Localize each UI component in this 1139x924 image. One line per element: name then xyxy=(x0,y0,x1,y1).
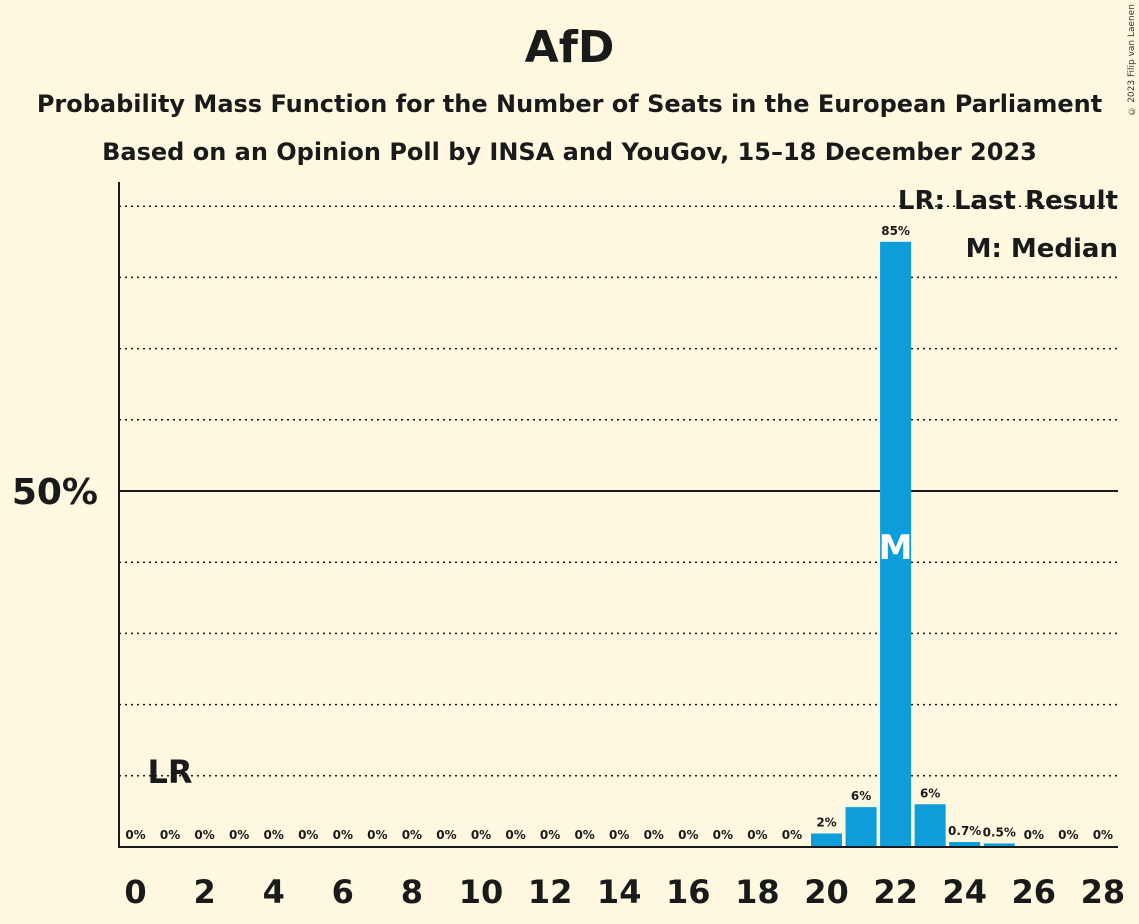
bar-label-seat-19: 0% xyxy=(782,828,802,842)
bar-seat-20 xyxy=(811,833,842,847)
bar-label-seat-6: 0% xyxy=(333,828,353,842)
legend-last-result: LR: Last Result xyxy=(898,186,1118,216)
chart-subtitle-2: Based on an Opinion Poll by INSA and You… xyxy=(102,138,1037,166)
bar-label-seat-1: 0% xyxy=(160,828,180,842)
last-result-marker: LR xyxy=(148,753,193,791)
x-tick-label-16: 16 xyxy=(666,873,711,911)
bar-seat-22 xyxy=(880,241,912,848)
x-tick-label-12: 12 xyxy=(528,873,573,911)
x-tick-label-20: 20 xyxy=(804,873,849,911)
bar-seat-24 xyxy=(949,842,981,847)
bar-label-seat-20: 2% xyxy=(816,815,836,829)
bars xyxy=(811,241,1015,848)
x-tick-label-18: 18 xyxy=(735,873,780,911)
axes: 50% xyxy=(12,182,1118,848)
x-tick-label-26: 26 xyxy=(1012,873,1057,911)
bar-label-seat-15: 0% xyxy=(644,828,664,842)
bar-label-seat-26: 0% xyxy=(1024,828,1044,842)
bar-label-seat-14: 0% xyxy=(609,828,629,842)
bar-label-seat-4: 0% xyxy=(264,828,284,842)
bar-label-seat-10: 0% xyxy=(471,828,491,842)
bar-label-seat-12: 0% xyxy=(540,828,560,842)
bar-seat-21 xyxy=(845,807,877,847)
legend-median: M: Median xyxy=(966,234,1118,264)
markers: LR M xyxy=(148,528,913,791)
bar-label-seat-2: 0% xyxy=(194,828,214,842)
x-tick-label-22: 22 xyxy=(873,873,918,911)
bar-label-seat-22: 85% xyxy=(881,224,910,238)
bar-label-seat-0: 0% xyxy=(125,828,145,842)
bar-label-seat-28: 0% xyxy=(1093,828,1113,842)
y-tick-label-50: 50% xyxy=(12,472,98,513)
bar-label-seat-27: 0% xyxy=(1058,828,1078,842)
gridlines xyxy=(119,205,1118,777)
x-tick-label-10: 10 xyxy=(459,873,504,911)
x-tick-label-14: 14 xyxy=(597,873,642,911)
x-tick-label-28: 28 xyxy=(1081,873,1126,911)
x-tick-label-0: 0 xyxy=(124,873,146,911)
x-tick-label-8: 8 xyxy=(401,873,423,911)
median-marker: M xyxy=(879,528,913,568)
bar-label-seat-16: 0% xyxy=(678,828,698,842)
x-tick-label-4: 4 xyxy=(263,873,285,911)
bar-label-seat-8: 0% xyxy=(402,828,422,842)
bar-seat-23 xyxy=(914,804,946,847)
bar-label-seat-21: 6% xyxy=(851,789,871,803)
chart-title: AfD xyxy=(524,22,615,73)
bar-label-seat-23: 6% xyxy=(920,786,940,800)
bar-label-seat-11: 0% xyxy=(505,828,525,842)
bar-label-seat-5: 0% xyxy=(298,828,318,842)
bar-label-seat-3: 0% xyxy=(229,828,249,842)
x-tick-labels: 0 2 4 6 8 10 12 14 16 18 20 22 24 26 28 xyxy=(124,873,1125,911)
bar-label-seat-9: 0% xyxy=(436,828,456,842)
bar-labels: 0% 0% 0% 0% 0% 0% 0% 0% 0% 0% 0% 0% 0% 0% 0% 0% 0% 0% 0% 0%… xyxy=(125,224,1113,842)
bar-label-seat-7: 0% xyxy=(367,828,387,842)
chart-subtitle-1: Probability Mass Function for the Number… xyxy=(36,90,1103,118)
bar-label-seat-25: 0.5% xyxy=(983,825,1016,839)
bar-label-seat-18: 0% xyxy=(747,828,767,842)
bar-label-seat-24: 0.7% xyxy=(948,824,981,838)
x-tick-label-2: 2 xyxy=(193,873,215,911)
bar-seat-25 xyxy=(983,843,1015,847)
x-tick-label-24: 24 xyxy=(942,873,987,911)
bar-label-seat-13: 0% xyxy=(574,828,594,842)
x-tick-label-6: 6 xyxy=(332,873,354,911)
bar-label-seat-17: 0% xyxy=(713,828,733,842)
